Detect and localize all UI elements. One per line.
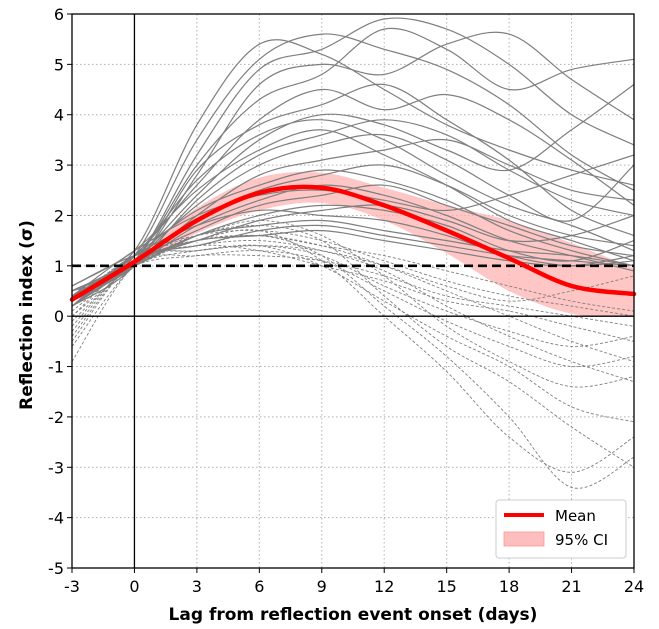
legend-ci-swatch xyxy=(503,531,545,547)
ci-band xyxy=(72,171,634,317)
member-line-dashed xyxy=(71,234,635,489)
member-line-solid xyxy=(71,219,635,302)
member-line-solid xyxy=(71,33,635,302)
x-tick-label: -3 xyxy=(64,577,80,596)
x-tick-label: 21 xyxy=(561,577,581,596)
legend: Mean 95% CI xyxy=(495,499,627,559)
ci-band-layer xyxy=(72,171,634,317)
member-line-solid xyxy=(71,31,635,307)
member-line-solid xyxy=(71,229,635,307)
y-tick-label: 0 xyxy=(54,307,64,326)
reference-lines xyxy=(72,14,634,568)
x-tick-label: 18 xyxy=(499,577,519,596)
y-tick-label: 4 xyxy=(54,106,64,125)
member-line-dashed xyxy=(71,229,635,317)
x-tick-label: 9 xyxy=(317,577,327,596)
mean-line xyxy=(69,184,637,302)
member-line-solid xyxy=(71,83,635,292)
x-axis-title: Lag from reflection event onset (days) xyxy=(169,605,538,625)
y-tick-label: 1 xyxy=(54,257,64,276)
x-tick-label: 6 xyxy=(254,577,264,596)
y-tick-label: -5 xyxy=(48,559,64,578)
member-line-dashed xyxy=(71,234,635,362)
x-tick-label: 24 xyxy=(624,577,644,596)
y-tick-label: -2 xyxy=(48,408,64,427)
plot-frame xyxy=(71,13,635,569)
legend-mean-label: Mean xyxy=(555,507,596,525)
axes-frame xyxy=(67,13,635,573)
member-line-dashed xyxy=(71,240,635,383)
x-tick-label: 0 xyxy=(129,577,139,596)
member-line-dashed xyxy=(71,224,635,468)
y-tick-label: 2 xyxy=(54,206,64,225)
member-line-solid xyxy=(71,209,635,307)
y-tick-label: 5 xyxy=(54,55,64,74)
member-line-dashed xyxy=(71,245,635,347)
member-line-dashed xyxy=(71,250,635,368)
y-tick-label: -3 xyxy=(48,458,64,477)
x-tick-label: 3 xyxy=(192,577,202,596)
y-tick-label: -1 xyxy=(48,358,64,377)
member-line-dashed xyxy=(71,244,635,423)
y-tick-label: 6 xyxy=(54,5,64,24)
mean-line-layer xyxy=(69,184,637,302)
member-line-solid xyxy=(71,133,635,307)
member-line-solid xyxy=(71,84,635,307)
y-axis-title: Reflection index (σ) xyxy=(17,220,37,410)
x-tick-label: 12 xyxy=(374,577,394,596)
member-line-solid xyxy=(71,119,635,297)
y-tick-label: -4 xyxy=(48,509,64,528)
member-lines xyxy=(71,17,635,489)
y-tick-label: 3 xyxy=(54,156,64,175)
member-line-solid xyxy=(71,88,635,302)
member-line-dashed xyxy=(71,244,635,342)
x-tick-label: 15 xyxy=(436,577,456,596)
member-line-dashed xyxy=(71,220,635,388)
legend-ci-label: 95% CI xyxy=(555,531,608,549)
member-line-solid xyxy=(71,27,635,297)
